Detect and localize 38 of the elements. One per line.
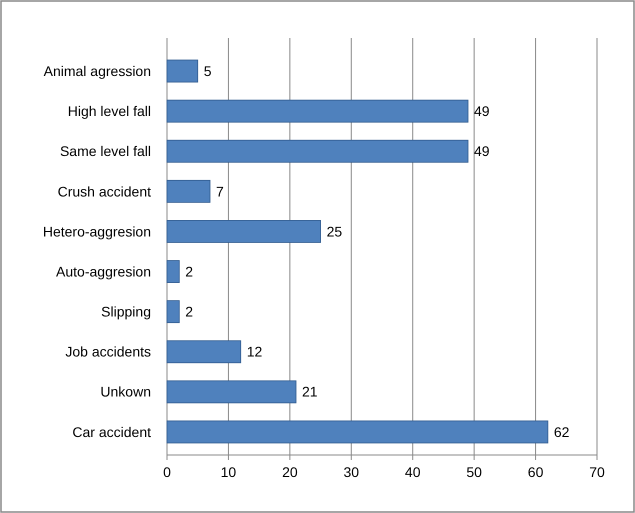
bar (166, 380, 296, 404)
data-label: 2 (185, 263, 194, 280)
data-label: 2 (185, 304, 194, 320)
data-label: 49 (474, 103, 490, 120)
y-tick-label: Car accident (72, 424, 152, 440)
data-label: 49 (474, 143, 490, 160)
y-tick-label: Hetero-aggresion (42, 223, 151, 240)
bar (166, 420, 548, 444)
bar (166, 60, 198, 82)
y-tick-label: High level fall (68, 103, 151, 120)
data-label: 25 (326, 223, 342, 240)
x-tick-label: 20 (282, 464, 298, 480)
y-tick-label: Slipping (101, 304, 151, 320)
bar (166, 300, 180, 324)
bar (166, 100, 468, 123)
bar (166, 140, 468, 163)
data-label: 62 (554, 424, 570, 440)
x-tick-label: 10 (220, 464, 236, 480)
x-tick-label: 40 (404, 464, 421, 480)
x-tick-label: 0 (163, 464, 172, 480)
y-tick-label: Same level fall (60, 143, 151, 160)
data-label: 5 (204, 62, 212, 79)
y-tick-label: Animal agression (44, 62, 151, 79)
y-tick-label: Auto-aggresion (56, 263, 151, 280)
y-tick-label: Crush accident (58, 183, 152, 200)
x-tick-label: 70 (589, 464, 605, 480)
x-tick-label: 50 (466, 464, 482, 480)
x-tick-label: 30 (343, 464, 360, 480)
data-label: 7 (216, 183, 224, 200)
bar (166, 220, 321, 243)
data-label: 12 (246, 344, 262, 360)
y-tick-label: Unkown (100, 384, 151, 400)
bar (166, 340, 242, 364)
bar (166, 260, 180, 283)
bar (166, 180, 210, 203)
data-label: 21 (302, 384, 318, 400)
y-tick-label: Job accidents (65, 344, 151, 360)
x-tick-label: 60 (528, 464, 544, 480)
